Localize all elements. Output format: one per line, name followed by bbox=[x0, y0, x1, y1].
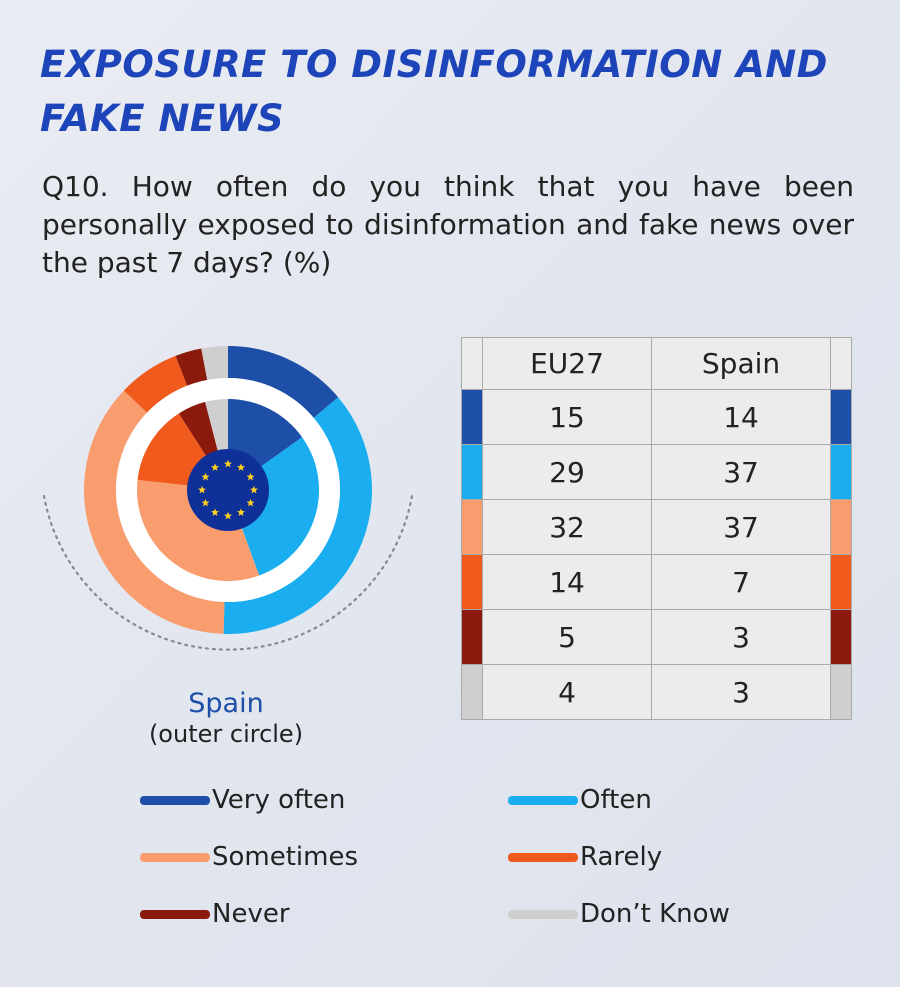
legend-item-never: Never bbox=[140, 894, 290, 934]
legend-label: Rarely bbox=[580, 842, 663, 872]
row-color-swatch-left bbox=[461, 499, 483, 555]
eu-star-icon bbox=[237, 508, 245, 516]
table-corner-left bbox=[461, 337, 483, 390]
table-row-often: 29 37 bbox=[461, 444, 852, 500]
row-color-swatch-right bbox=[830, 444, 852, 500]
row-color-swatch-right bbox=[830, 554, 852, 610]
row-color-swatch-left bbox=[461, 664, 483, 720]
row-color-swatch-right bbox=[830, 499, 852, 555]
cell-spain-never: 3 bbox=[651, 609, 831, 665]
table-row-rarely: 14 7 bbox=[461, 554, 852, 610]
legend-item-often: Often bbox=[508, 780, 652, 820]
row-color-swatch-left bbox=[461, 554, 483, 610]
table-header-spain: Spain bbox=[651, 337, 831, 390]
cell-spain-rarely: 7 bbox=[651, 554, 831, 610]
eu-star-icon bbox=[237, 463, 245, 471]
cell-spain-sometimes: 37 bbox=[651, 499, 831, 555]
page-title: EXPOSURE TO DISINFORMATION AND FAKE NEWS bbox=[40, 43, 828, 140]
row-color-swatch-right bbox=[830, 389, 852, 445]
spain-slice-rarely bbox=[123, 355, 188, 413]
eu-star-icon bbox=[224, 511, 232, 520]
table-header-eu27: EU27 bbox=[481, 337, 653, 390]
eu-star-icon bbox=[246, 498, 255, 507]
cell-eu27-rarely: 14 bbox=[481, 554, 653, 610]
eu-star-icon bbox=[201, 498, 210, 507]
eu-star-icon bbox=[224, 459, 232, 468]
cell-eu27-often: 29 bbox=[481, 444, 653, 500]
legend-item-don-t-know: Don’t Know bbox=[508, 894, 730, 934]
eu-flag-icon bbox=[187, 449, 269, 531]
legend-swatch bbox=[140, 909, 210, 919]
row-color-swatch-left bbox=[461, 444, 483, 500]
eu-star-icon bbox=[246, 472, 255, 481]
row-color-swatch-right bbox=[830, 664, 852, 720]
legend-label: Often bbox=[580, 785, 652, 815]
legend-label: Never bbox=[212, 899, 290, 929]
legend-swatch bbox=[508, 795, 578, 805]
cell-eu27-very-often: 15 bbox=[481, 389, 653, 445]
legend-item-sometimes: Sometimes bbox=[140, 837, 358, 877]
row-color-swatch-right bbox=[830, 609, 852, 665]
legend-swatch bbox=[140, 795, 210, 805]
legend-item-rarely: Rarely bbox=[508, 837, 662, 877]
legend-label: Sometimes bbox=[212, 842, 359, 872]
eu-star-icon bbox=[201, 472, 210, 481]
spain-slice-sometimes bbox=[84, 390, 225, 634]
spain-slice-often bbox=[223, 397, 372, 634]
table-row-sometimes: 32 37 bbox=[461, 499, 852, 555]
legend-item-very-often: Very often bbox=[140, 780, 345, 820]
donut-caption-country: Spain bbox=[188, 688, 264, 719]
spain-slice-very-often bbox=[228, 346, 339, 418]
legend-label: Very often bbox=[212, 785, 346, 815]
survey-question: Q10. How often do you think that you hav… bbox=[42, 170, 854, 279]
donut-caption-note: (outer circle) bbox=[148, 720, 304, 748]
row-color-swatch-left bbox=[461, 389, 483, 445]
eu27-slice-often bbox=[228, 437, 319, 576]
cell-spain-often: 37 bbox=[651, 444, 831, 500]
legend-label: Don’t Know bbox=[580, 899, 730, 929]
table-corner-right bbox=[830, 337, 852, 390]
legend-swatch bbox=[140, 852, 210, 862]
row-color-swatch-left bbox=[461, 609, 483, 665]
outer-dotted-arc bbox=[42, 494, 414, 651]
eu-star-icon bbox=[211, 463, 219, 471]
legend-swatch bbox=[508, 852, 578, 862]
table-row-very-often: 15 14 bbox=[461, 389, 852, 445]
spain-slice-never bbox=[175, 348, 208, 386]
cell-eu27-never: 5 bbox=[481, 609, 653, 665]
spain-slice-don-t-know bbox=[201, 346, 228, 380]
eu-star-icon bbox=[250, 485, 258, 494]
cell-spain-don-t-know: 3 bbox=[651, 664, 831, 720]
legend-swatch bbox=[508, 909, 578, 919]
eu-star-icon bbox=[198, 485, 206, 494]
cell-spain-very-often: 14 bbox=[651, 389, 831, 445]
eu-star-icon bbox=[211, 508, 219, 516]
cell-eu27-don-t-know: 4 bbox=[481, 664, 653, 720]
donut-chart bbox=[42, 346, 414, 651]
outer-ring-spain bbox=[84, 346, 372, 634]
values-table: EU27 Spain 15 14 29 37 32 37 14 7 5 3 4 3 bbox=[461, 337, 852, 720]
cell-eu27-sometimes: 32 bbox=[481, 499, 653, 555]
